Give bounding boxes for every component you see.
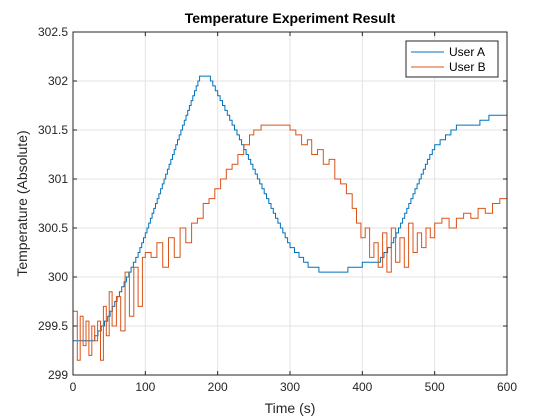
y-tick-label: 300.5 <box>38 221 68 235</box>
y-axis-label: Temperature (Absolute) <box>14 130 30 276</box>
y-tick-label: 300 <box>48 270 68 284</box>
x-tick-label: 200 <box>208 380 228 394</box>
y-tick-label: 301.5 <box>38 123 68 137</box>
legend-label: User A <box>449 45 485 59</box>
chart-title: Temperature Experiment Result <box>185 10 396 26</box>
x-tick-label: 400 <box>352 380 372 394</box>
x-tick-label: 500 <box>425 380 445 394</box>
y-tick-label: 302.5 <box>38 25 68 39</box>
ticks: 0 100 200 300 400 500 600 299 299.5 300 300.5 301 30… <box>38 25 517 394</box>
x-tick-label: 100 <box>135 380 155 394</box>
y-tick-label: 299.5 <box>38 319 68 333</box>
y-tick-label: 302 <box>48 74 68 88</box>
series-line-user-a <box>73 75 507 342</box>
x-axis-label: Time (s) <box>265 400 316 416</box>
y-tick-label: 299 <box>48 368 68 382</box>
series-layer <box>73 75 508 361</box>
legend-box <box>405 40 499 78</box>
x-tick-label: 0 <box>70 380 77 394</box>
y-tick-label: 301 <box>48 172 68 186</box>
legend-label: User B <box>449 60 486 74</box>
x-tick-label: 600 <box>497 380 517 394</box>
series-line-user-b <box>73 124 508 361</box>
x-tick-label: 300 <box>280 380 300 394</box>
